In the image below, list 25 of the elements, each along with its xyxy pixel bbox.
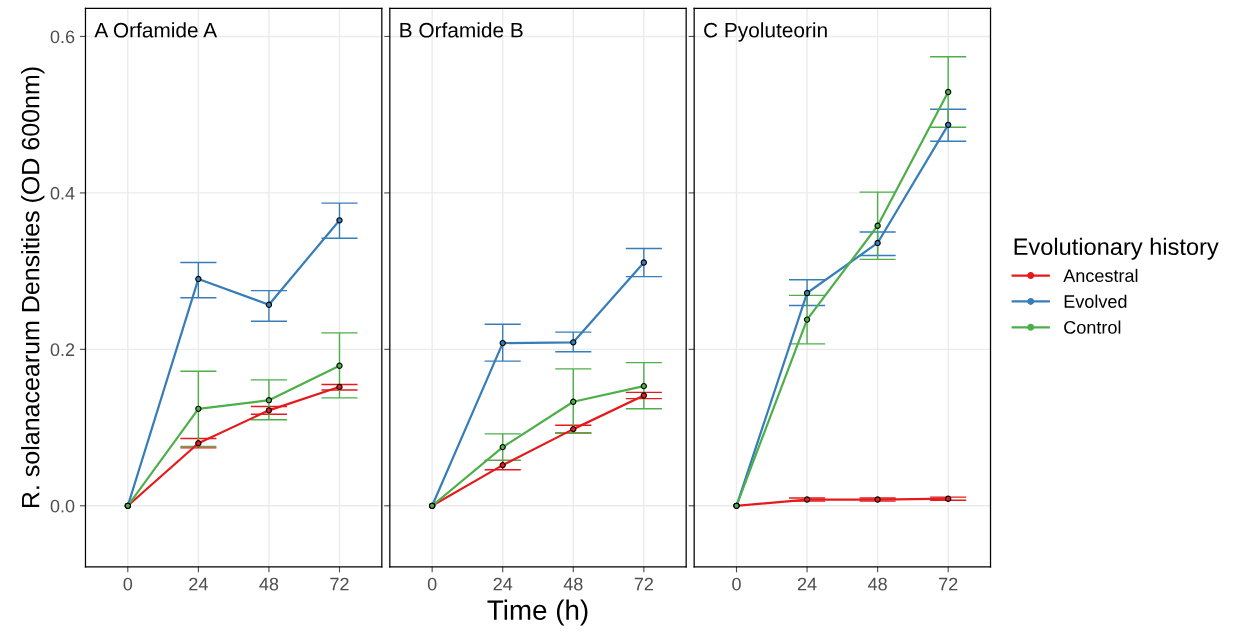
y-tick-label: 0.0 xyxy=(50,499,75,513)
x-tick-label: 48 xyxy=(259,577,279,591)
legend-title: Evolutionary history xyxy=(1014,237,1219,260)
x-tick-label: 0 xyxy=(732,577,741,591)
text: C Pyoluteorin xyxy=(704,22,827,42)
x-tick-label: 0 xyxy=(123,577,133,591)
x-tick-label: 72 xyxy=(634,577,653,591)
x-tick-label: 24 xyxy=(493,577,513,591)
x-tick-label: 72 xyxy=(330,577,349,591)
text: B Orfamide B xyxy=(400,22,523,38)
y-axis-title: R. solanacearum Densities (OD 600nm) xyxy=(21,67,45,508)
x-tick-label: 0 xyxy=(427,577,437,591)
legend-label: Control xyxy=(1064,320,1121,334)
x-tick-label: 24 xyxy=(797,577,817,591)
x-tick-label: 24 xyxy=(189,577,208,591)
x-tick-label: 48 xyxy=(563,577,583,591)
x-tick-label: 72 xyxy=(939,577,958,591)
y-tick-label: 0.6 xyxy=(50,30,75,44)
legend-label: Evolved xyxy=(1064,294,1127,308)
legend-label: Ancestral xyxy=(1063,268,1138,283)
y-tick-label: 0.4 xyxy=(50,186,75,200)
text: A Orfamide A xyxy=(94,22,218,38)
x-tick-label: 48 xyxy=(868,577,887,591)
y-tick-label: 0.2 xyxy=(50,343,75,357)
x-axis-title: Time (h) xyxy=(487,599,588,626)
